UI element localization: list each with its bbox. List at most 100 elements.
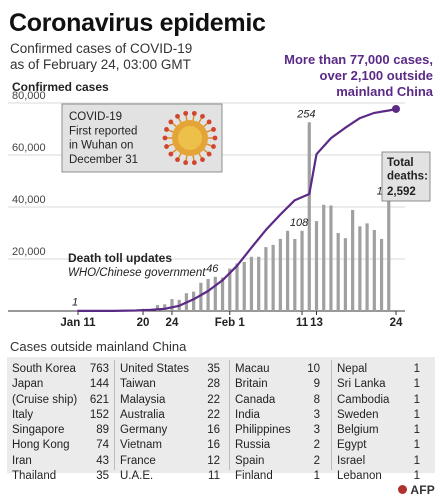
country-name: Vietnam [120,439,162,452]
x-tick-label: 11 [296,317,309,329]
death-bar [242,261,246,311]
death-bar [293,238,297,311]
country-cases: 89 [96,424,109,437]
death-value-label: 1 [72,296,78,308]
death-bar [343,238,348,311]
country-row: Australia 22 [120,408,220,423]
death-bar [163,304,167,311]
country-column: South Korea 763 Japan 144 (Cruise ship) 621 It… [12,362,109,484]
country-row: Iran 43 [12,454,109,469]
y-axis-label: Confirmed cases [12,80,109,94]
virus-spike-tip [191,160,197,166]
country-row: Thailand 35 [12,469,109,484]
death-bars [76,122,391,312]
country-row: Philippines 3 [235,423,320,438]
country-name: Russia [235,439,271,452]
virus-spike-tip [200,113,205,119]
death-bar [264,247,268,311]
country-cases: 144 [89,378,109,391]
afp-credit-text: AFP [410,483,435,497]
country-row: Malaysia 22 [120,393,220,408]
country-name: Spain [235,454,265,467]
x-tick-label: 13 [310,317,323,329]
country-cases: 2 [313,454,320,467]
country-cases: 1 [413,454,420,467]
country-cases: 12 [207,454,220,467]
death-value-label: 108 [290,217,309,229]
death-value-label: 254 [296,108,315,120]
column-separator [114,360,115,470]
country-name: Australia [120,408,165,421]
country-row: Vietnam 16 [120,438,220,453]
death-bar [300,230,304,311]
death-bar [199,282,203,311]
country-name: U.A.E. [120,470,154,483]
y-tick-label: 80,000 [12,90,46,102]
country-row: Macau 10 [235,362,320,377]
first-report-text: First reported [69,125,137,137]
country-cases: 1 [413,408,420,421]
country-cases: 3 [313,424,320,437]
virus-spike-tip [191,110,197,116]
country-row: Russia 2 [235,438,320,453]
death-bar [220,277,225,311]
country-cases: 9 [313,378,320,391]
death-bar [235,263,239,311]
country-name: (Cruise ship) [12,393,78,406]
country-name: Thailand [12,470,57,483]
total-deaths-box [381,151,431,202]
first-report-text: COVID-19 [69,111,122,123]
country-name: South Korea [12,363,76,375]
death-bar [271,244,275,311]
country-name: Egypt [337,439,367,452]
country-name: Philippines [235,424,291,437]
x-tick-label: 20 [137,317,150,329]
country-cases: 35 [96,470,109,483]
x-tick-label: 24 [390,317,403,329]
death-value-label: 46 [206,263,219,275]
death-bar [213,276,217,311]
country-row: Singapore 89 [12,423,109,438]
virus-icon [162,110,218,166]
virus-spike-tip [183,110,189,116]
afp-logo-icon [398,485,408,494]
country-row: Cambodia 1 [337,393,420,408]
country-name: France [120,454,156,467]
death-bar [206,279,210,311]
death-bar [329,205,333,311]
chart-subtitle: Confirmed cases of COVID-19 as of Februa… [10,41,192,73]
virus-spike-tip [212,135,218,141]
country-cases: 1 [413,363,420,375]
country-name: Finland [235,470,273,483]
country-cases: 1 [413,393,420,406]
country-cases: 43 [96,454,109,467]
country-cases: 10 [307,363,320,375]
country-name: Canada [235,393,276,406]
country-name: United States [120,363,190,375]
country-name: Lebanon [337,470,382,483]
x-tick-label: Feb 1 [215,317,246,329]
outside-china-title: Cases outside mainland China [10,339,187,354]
country-name: Cambodia [337,393,390,406]
y-tick-label: 20,000 [12,246,46,258]
death-bar [192,291,196,311]
death-bar [365,223,369,311]
death-bar [314,221,319,311]
country-column: Macau 10 Britain 9 Canada 8 India 3 Philippines 3… [235,362,320,484]
country-cases: 16 [207,424,220,437]
cases-headline: More than 77,000 cases, over 2,100 outsi… [233,52,433,100]
country-row: Lebanon 1 [337,469,420,484]
x-tick-label: 24 [166,317,179,329]
death-bar [278,238,282,311]
country-row: South Korea 763 [12,362,109,377]
country-column: Nepal 1 Sri Lanka 1 Cambodia 1 Sweden 1 Belgium 1… [337,362,420,484]
country-column: United States 35 Taiwan 28 Malaysia 22 Austral… [120,362,220,484]
death-bar [155,305,160,311]
country-cases: 35 [207,363,220,375]
chart-title: Coronavirus epidemic [9,9,266,37]
virus-spike-tip [206,119,212,125]
country-cases: 3 [313,408,320,421]
country-cases: 2 [313,439,320,452]
